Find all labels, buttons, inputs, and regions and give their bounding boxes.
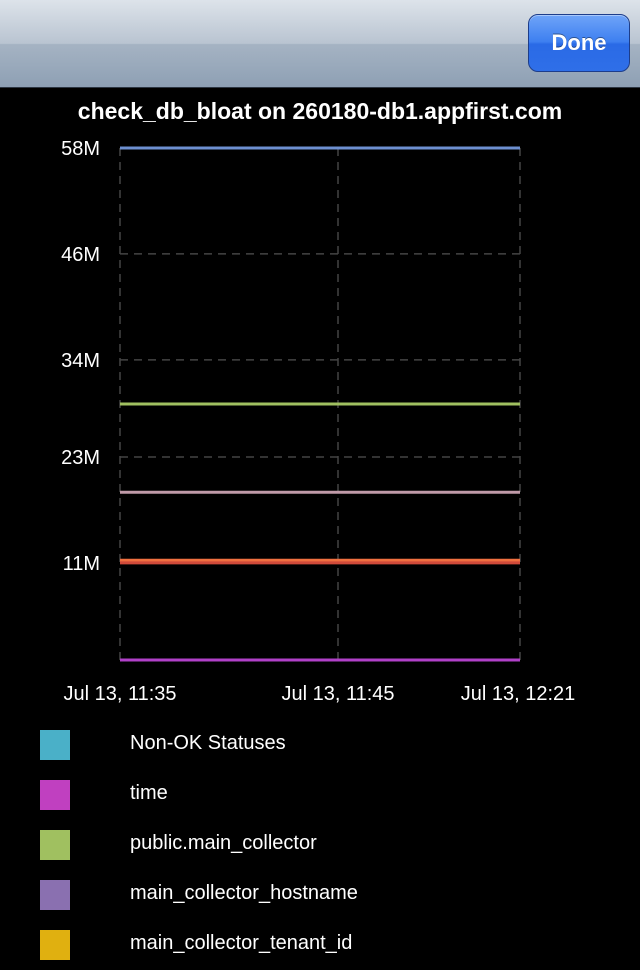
navigation-bar: Done — [0, 0, 640, 88]
y-tick-label: 11M — [63, 553, 100, 575]
legend-swatch — [40, 830, 70, 860]
x-tick-label: Jul 13, 12:21 — [461, 683, 576, 705]
legend-label: main_collector_tenant_id — [130, 932, 353, 954]
legend-item: main_collector_hostname — [0, 870, 640, 920]
chart-title: check_db_bloat on 260180-db1.appfirst.co… — [77, 98, 563, 124]
legend-label: main_collector_hostname — [130, 882, 358, 904]
legend-item: time — [0, 770, 640, 820]
legend-item: main_collector_tenant_id — [0, 920, 640, 970]
legend-swatch — [40, 880, 70, 910]
legend-swatch — [40, 730, 70, 760]
x-tick-label: Jul 13, 11:45 — [281, 683, 394, 705]
y-tick-label: 23M — [61, 447, 100, 469]
y-tick-label: 34M — [61, 350, 100, 372]
legend-item: public.main_collector — [0, 820, 640, 870]
y-tick-label: 46M — [61, 244, 100, 266]
legend-swatch — [40, 780, 70, 810]
legend-label: time — [130, 782, 168, 804]
x-tick-label: Jul 13, 11:35 — [63, 683, 176, 705]
chart: 58M 46M 34M 23M 11M Jul 13, 11:35 Jul 13, 11:4… — [61, 138, 576, 705]
legend-item: Non-OK Statuses — [0, 720, 640, 770]
done-button[interactable]: Done — [528, 14, 630, 72]
y-tick-label: 58M — [61, 138, 100, 160]
legend-label: Non-OK Statuses — [130, 732, 286, 754]
legend-swatch — [40, 930, 70, 960]
legend-label: public.main_collector — [130, 832, 317, 854]
